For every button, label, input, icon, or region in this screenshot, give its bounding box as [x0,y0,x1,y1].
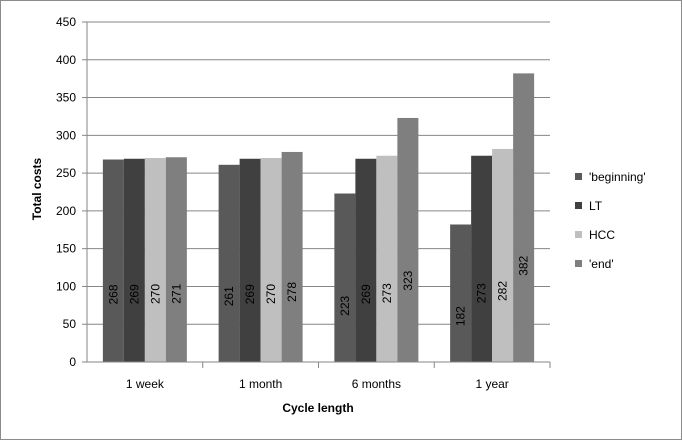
bar [334,193,356,362]
data-label: 273 [475,283,489,303]
bar [144,158,166,362]
x-axis-title: Cycle length [282,401,353,415]
data-label: 382 [517,255,531,275]
y-tick-label: 0 [69,355,76,369]
bar [355,158,377,362]
data-label: 270 [148,284,162,304]
bar [397,117,419,362]
data-label: 269 [359,284,373,304]
x-tick-label: 6 months [352,377,401,391]
bars [102,73,535,362]
y-tick-label: 150 [56,242,76,256]
legend-label: HCC [589,228,615,242]
bar [102,159,124,362]
data-label: 278 [285,282,299,302]
bar [218,164,240,362]
bar [165,157,187,362]
data-label: 182 [454,306,468,326]
bar [471,155,493,362]
legend-label: 'end' [589,257,614,271]
legend-swatch [575,231,582,238]
bar [281,151,303,362]
bar [123,158,145,362]
data-label: 270 [264,284,278,304]
y-axis-title: Total costs [30,157,44,220]
legend: 'beginning' LT HCC 'end' [575,170,646,271]
data-label: 323 [401,270,415,290]
x-tick-label: 1 month [239,377,282,391]
data-label: 223 [338,296,352,316]
y-tick-label: 450 [56,15,76,29]
y-tick-label: 400 [56,53,76,67]
y-tick-label: 50 [63,317,77,331]
legend-label: LT [589,199,603,213]
data-label: 268 [106,284,120,304]
bar [376,155,398,362]
data-label: 261 [222,286,236,306]
data-labels: 268 269 270 271 261 269 270 278 223 269 273 323 182 2… [106,255,530,326]
y-tick-label: 300 [56,128,76,142]
axes: 0 50 100 150 200 250 300 350 400 450 1 week 1 month… [56,15,551,391]
data-label: 282 [496,281,510,301]
legend-swatch [575,202,582,209]
bar [260,158,282,362]
bar [450,224,472,362]
bar [239,158,261,362]
x-tick-label: 1 year [475,377,508,391]
legend-swatch [575,260,582,267]
legend-swatch [575,173,582,180]
data-label: 269 [127,284,141,304]
bar [492,148,514,362]
data-label: 271 [169,283,183,303]
y-tick-label: 200 [56,204,76,218]
y-tick-label: 350 [56,91,76,105]
y-tick-label: 100 [56,279,76,293]
data-label: 269 [243,284,257,304]
data-label: 273 [380,283,394,303]
bar [513,73,535,362]
x-tick-label: 1 week [126,377,165,391]
legend-label: 'beginning' [589,170,646,184]
y-tick-label: 250 [56,166,76,180]
